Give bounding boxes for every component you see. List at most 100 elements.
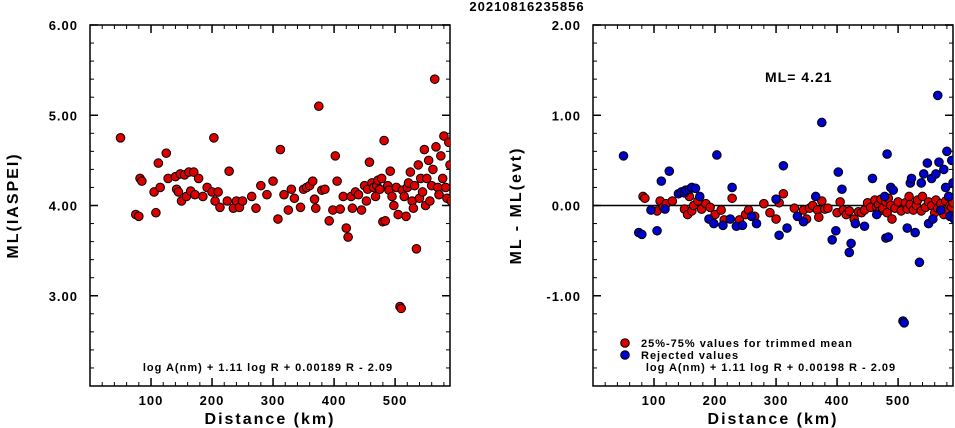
data-point xyxy=(198,191,208,202)
rejected-point xyxy=(646,205,656,215)
rejected-point xyxy=(831,225,841,236)
data-point xyxy=(376,173,387,184)
rejected-point xyxy=(934,157,944,167)
data-point xyxy=(436,151,446,161)
rejected-point xyxy=(879,191,890,202)
rejected-point xyxy=(827,234,837,245)
points-layer xyxy=(115,74,450,314)
rejected-point xyxy=(725,214,736,224)
data-point xyxy=(289,193,300,204)
data-point xyxy=(370,191,381,202)
rejected-point xyxy=(882,149,892,159)
legend-label: 25%-75% values for trimmed mean xyxy=(641,338,853,350)
data-point xyxy=(835,197,845,207)
data-point xyxy=(393,209,403,220)
rejected-point xyxy=(850,218,861,229)
data-point xyxy=(237,196,248,206)
rejected-point xyxy=(888,185,899,195)
y-tick-label: 5.00 xyxy=(49,108,78,123)
y-tick-label: 3.00 xyxy=(49,289,78,304)
legend-marker xyxy=(620,350,630,360)
data-point xyxy=(309,194,320,204)
data-point xyxy=(417,187,428,197)
rejected-point xyxy=(883,232,894,242)
x-tick-label: 100 xyxy=(642,393,667,408)
x-tick-label: 300 xyxy=(261,393,286,408)
data-point xyxy=(137,176,147,186)
data-point xyxy=(151,207,161,218)
data-point xyxy=(437,173,448,184)
data-point xyxy=(440,182,450,193)
data-point xyxy=(439,131,449,141)
rejected-point xyxy=(637,229,647,240)
data-point xyxy=(705,202,715,213)
rejected-point xyxy=(899,318,909,328)
data-point xyxy=(153,158,164,168)
x-tick-label: 500 xyxy=(383,393,408,408)
data-point xyxy=(399,191,410,202)
data-point xyxy=(431,142,441,152)
data-point xyxy=(210,196,220,206)
right-panel: -1.00 0.00 1.00 2.00 100 200 300 400 500 Distance… xyxy=(508,18,954,428)
rejected-point xyxy=(948,178,953,188)
data-point xyxy=(422,173,432,184)
rejected-point xyxy=(922,158,933,168)
rejected-point xyxy=(792,211,803,222)
data-point xyxy=(379,135,389,146)
rejected-point xyxy=(833,167,844,177)
data-point xyxy=(409,180,420,191)
data-point xyxy=(332,176,342,186)
data-point xyxy=(405,167,416,177)
data-point xyxy=(268,176,278,186)
data-point xyxy=(246,191,257,202)
data-point xyxy=(215,202,225,213)
rejected-point xyxy=(949,214,953,224)
data-point xyxy=(380,216,391,226)
data-point xyxy=(213,187,223,197)
rejected-point xyxy=(918,169,929,179)
data-point xyxy=(446,196,450,206)
rejected-point xyxy=(935,205,946,215)
data-point xyxy=(419,144,430,155)
y-axis-title: ML(IASPEI) xyxy=(5,152,22,258)
data-point xyxy=(256,180,266,191)
data-point xyxy=(307,176,318,186)
rejected-point xyxy=(751,218,762,229)
x-tick-label: 400 xyxy=(322,393,347,408)
data-point xyxy=(173,187,184,197)
data-point xyxy=(771,214,781,224)
x-axis-title: Distance (km) xyxy=(205,411,336,428)
data-point xyxy=(375,184,385,195)
data-point xyxy=(341,223,352,233)
rejected-point xyxy=(798,216,809,227)
data-point xyxy=(364,157,375,167)
data-point xyxy=(445,160,450,170)
data-point xyxy=(314,101,324,112)
rejected-point xyxy=(859,221,870,232)
y-tick-label: -1.00 xyxy=(546,289,581,304)
rejected-point xyxy=(940,182,951,193)
data-point xyxy=(161,148,172,158)
rejected-point xyxy=(737,220,748,231)
data-point xyxy=(320,184,330,195)
rejected-point xyxy=(846,238,856,249)
data-point xyxy=(428,164,438,175)
rejected-point xyxy=(656,176,667,186)
rejected-point xyxy=(867,173,878,184)
rejected-point xyxy=(712,150,722,160)
data-point xyxy=(361,196,372,206)
y-tick-label: 1.00 xyxy=(552,108,581,123)
rejected-point xyxy=(618,151,629,161)
rejected-point xyxy=(914,257,925,268)
data-point xyxy=(310,203,321,214)
data-point xyxy=(904,191,914,202)
y-axis-title: ML - ML(evt) xyxy=(508,147,525,265)
x-tick-label: 400 xyxy=(825,393,850,408)
data-point xyxy=(887,214,897,224)
y-tick-label: 0.00 xyxy=(552,199,581,214)
data-point xyxy=(423,155,434,166)
x-axis-title: Distance (km) xyxy=(708,411,839,428)
data-point xyxy=(396,303,406,314)
data-point xyxy=(222,196,233,206)
